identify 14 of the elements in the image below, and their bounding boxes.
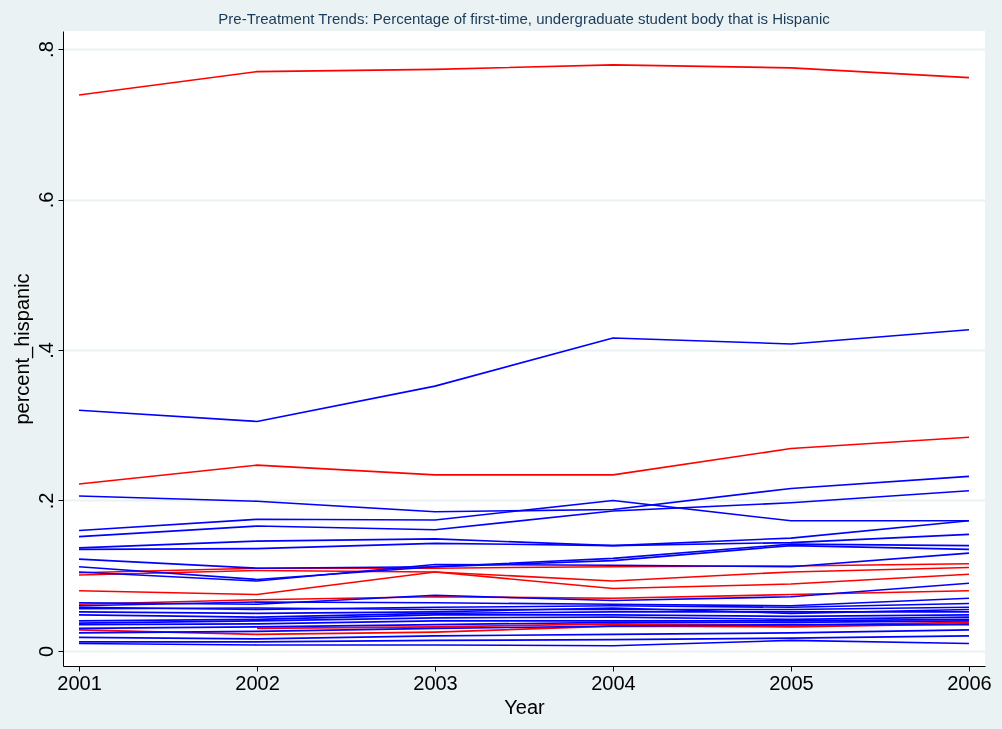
x-tick-label: 2002 <box>235 671 280 694</box>
y-tick-label: .8 <box>34 41 57 58</box>
x-tick-label: 2004 <box>591 671 636 694</box>
y-tick-label: .2 <box>34 492 57 510</box>
y-tick-label: 0 <box>34 645 57 658</box>
y-axis-title: percent_hispanic <box>10 273 34 425</box>
x-tick-label: 2005 <box>769 671 814 694</box>
x-tick-label: 2006 <box>947 671 992 694</box>
y-tick-label: .4 <box>34 342 57 359</box>
x-axis-title: Year <box>504 695 546 718</box>
x-tick-label: 2001 <box>57 671 102 694</box>
chart-title: Pre-Treatment Trends: Percentage of first-time, undergraduate student body that is Hispanic <box>218 10 831 27</box>
y-tick-label: .6 <box>34 191 57 209</box>
x-tick-label: 2003 <box>413 671 458 694</box>
